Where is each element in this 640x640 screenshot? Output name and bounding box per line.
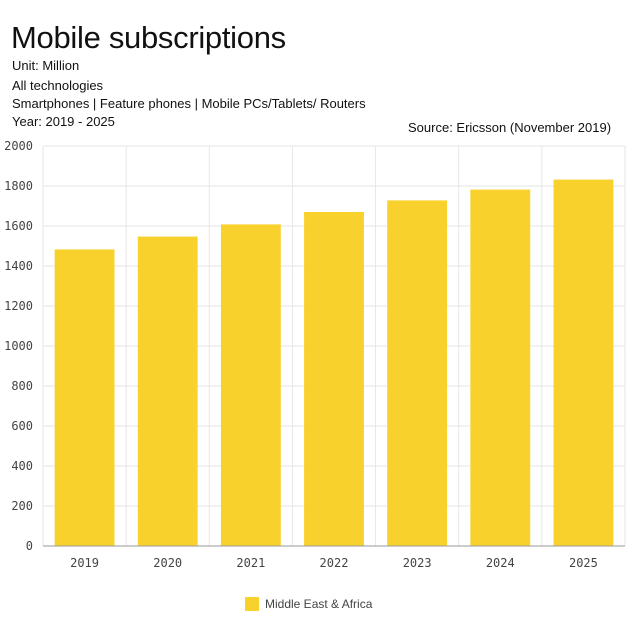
legend-label: Middle East & Africa xyxy=(265,597,373,611)
bar xyxy=(304,212,364,546)
legend-swatch xyxy=(245,597,259,611)
y-tick-label: 2000 xyxy=(4,139,33,153)
x-tick-label: 2022 xyxy=(320,556,349,570)
y-tick-label: 1400 xyxy=(4,259,33,273)
x-tick-label: 2019 xyxy=(70,556,99,570)
y-tick-label: 600 xyxy=(11,419,33,433)
y-tick-label: 1200 xyxy=(4,299,33,313)
x-tick-label: 2020 xyxy=(153,556,182,570)
y-tick-label: 200 xyxy=(11,499,33,513)
y-tick-label: 800 xyxy=(11,379,33,393)
bar xyxy=(387,200,448,546)
bar xyxy=(137,236,198,546)
bar xyxy=(54,249,115,546)
y-tick-label: 0 xyxy=(26,539,33,553)
x-tick-label: 2023 xyxy=(403,556,432,570)
technology-label: All technologies xyxy=(12,78,104,93)
legend: Middle East & Africa xyxy=(245,595,372,613)
year-range-label: Year: 2019 - 2025 xyxy=(12,114,115,129)
x-tick-label: 2024 xyxy=(486,556,515,570)
bar xyxy=(553,179,614,546)
chart-title: Mobile subscriptions xyxy=(11,20,286,55)
bar xyxy=(220,224,281,546)
y-tick-label: 400 xyxy=(11,459,33,473)
source-label: Source: Ericsson (November 2019) xyxy=(408,120,612,135)
y-tick-label: 1600 xyxy=(4,219,33,233)
y-tick-label: 1000 xyxy=(4,339,33,353)
x-tick-label: 2021 xyxy=(236,556,265,570)
device-types-label: Smartphones | Feature phones | Mobile PC… xyxy=(12,96,366,111)
unit-label: Unit: Million xyxy=(12,58,80,73)
bar xyxy=(470,189,531,546)
y-tick-label: 1800 xyxy=(4,179,33,193)
x-tick-label: 2025 xyxy=(569,556,598,570)
